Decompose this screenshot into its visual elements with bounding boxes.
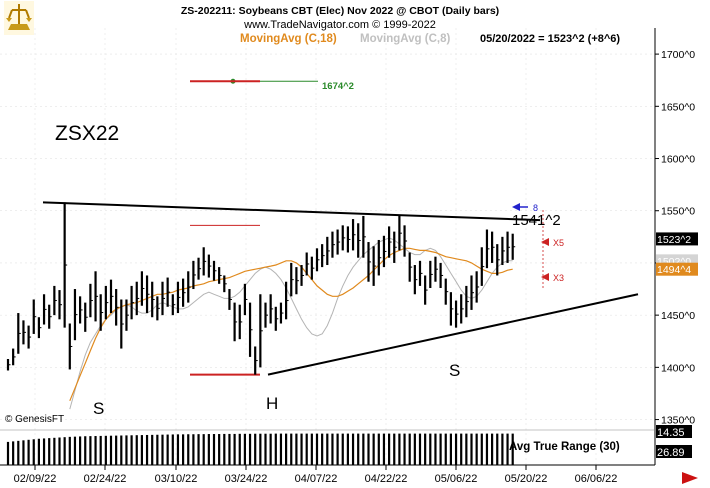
red-arrow-icon [541,273,549,281]
x-tick-label: 04/07/22 [295,473,338,485]
atr-histogram [6,433,514,465]
marker-x5-label: X5 [553,238,564,248]
price-tag-last: 1523^2 [656,232,698,246]
head-label: H [266,394,278,413]
support-trendline [267,293,639,376]
price-tag-ma18: 1494^4 [656,262,698,276]
signal-markers: 8 X5 X3 [512,203,564,290]
y-tick-label: 1650^0 [661,101,695,113]
marker-x3-label: X3 [553,273,564,283]
blue-arrow-icon [512,203,520,211]
ma18-series-line [69,247,513,402]
red-arrow-icon [541,238,549,246]
x-tick-label: 02/09/22 [14,473,57,485]
y-tick-label: 1600^0 [661,154,695,166]
atr-label: Avg True Range (30) [509,441,620,453]
y-tick-label: 1450^0 [661,310,695,322]
atr-value-top: 14.35 [657,427,685,439]
chart-title: ZS-202211: Soybeans CBT (Elec) Nov 2022 … [181,5,499,17]
copyright-text: www.TradeNavigator.com © 1999-2022 [243,19,436,31]
x-axis: 02/09/22 02/24/22 03/10/22 03/24/22 04/07/22… [14,465,618,485]
atr-value-bottom: 26.89 [657,447,685,459]
x-tick-label: 06/06/22 [575,473,618,485]
marker-top-label: 8 [533,203,538,213]
symbol-label: ZSX22 [55,122,119,145]
x-tick-label: 02/24/22 [84,473,127,485]
y-tick-label: 1550^0 [661,206,695,218]
arrow-right-icon [682,472,698,484]
x-tick-label: 05/20/22 [505,473,548,485]
watermark-text: © GenesisFT [5,414,64,425]
x-tick-label: 03/10/22 [155,473,198,485]
ma8-series-line [69,237,513,410]
y-tick-label: 1700^0 [661,49,695,61]
ma8-legend: MovingAvg (C,8) [360,33,450,45]
x-tick-label: 03/24/22 [225,473,268,485]
right-shoulder-label: S [449,361,460,380]
target-label: 1674^2 [322,81,354,92]
atr-value-bottom-box [656,445,692,458]
price-bars [6,202,516,375]
y-tick-label: 1400^0 [661,362,695,374]
quote-text: 05/20/2022 = 1523^2 (+8^6) [480,33,620,45]
price-tag-last-text: 1523^2 [657,234,691,246]
scroll-right-button[interactable] [678,468,704,486]
trade-navigator-logo-icon [4,1,34,35]
x-tick-label: 04/22/22 [365,473,408,485]
ma18-legend: MovingAvg (C,18) [240,33,337,45]
y-tick-label: 1350^0 [661,415,695,427]
atr-value-top-box [656,425,692,438]
left-shoulder-label: S [93,399,104,418]
price-tag-ma18-text: 1494^4 [657,264,691,276]
neckline-trendline [42,201,541,222]
x-tick-label: 05/06/22 [435,473,478,485]
